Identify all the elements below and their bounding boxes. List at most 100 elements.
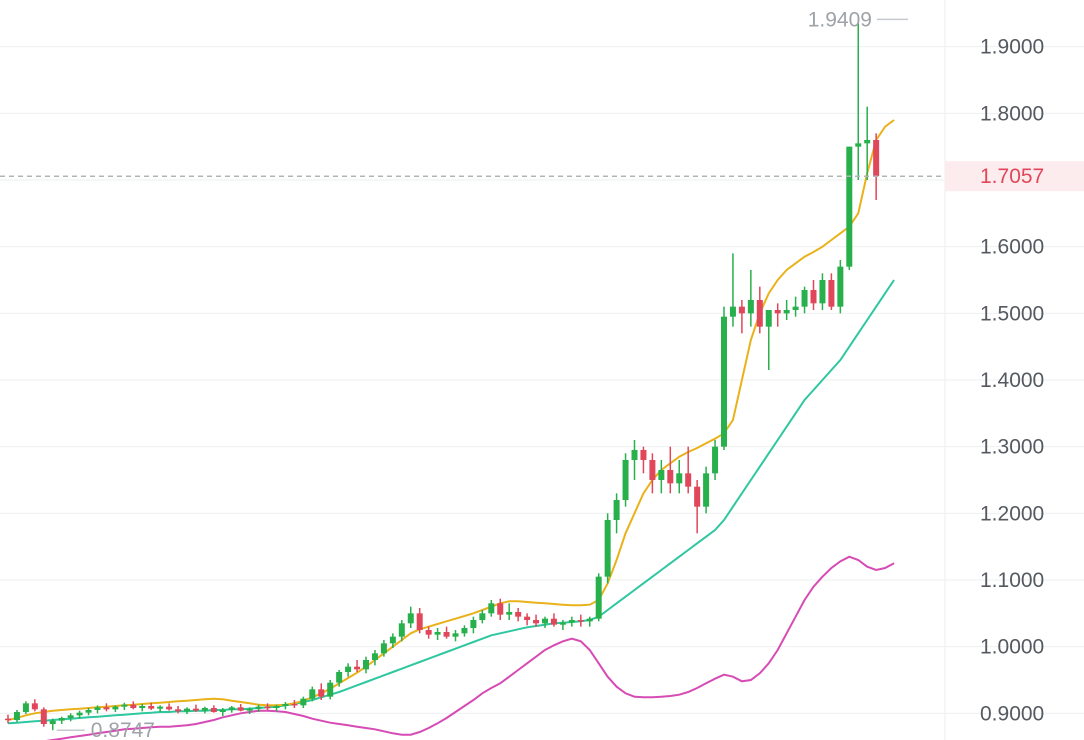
candle-body [282,704,289,706]
candle-down [756,286,763,334]
candle-down [694,480,701,534]
candle-body [443,632,450,637]
candle-body [470,620,477,628]
candle-up [22,701,29,714]
candle-body [828,280,835,307]
candle-down [640,446,647,474]
candle-down [738,300,745,334]
candle-body [765,310,772,327]
candle-body [309,689,316,699]
candle-body [94,707,101,710]
candle-body [192,708,199,711]
candle-up [94,705,101,714]
candle-body [121,704,128,707]
candle-body [738,306,745,314]
candle-body [76,712,83,716]
candle-body [228,707,235,710]
candle-down [148,702,155,710]
candle-down [774,303,781,327]
candle-down [425,626,432,639]
candle-up [228,706,235,713]
candle-up [76,710,83,719]
y-tick-label: 1.0000 [980,636,1044,659]
candle-body [345,666,352,672]
candle-up [801,286,808,314]
candle-body [515,612,522,617]
candle-down [416,608,423,634]
candle-body [577,620,584,622]
candle-body [873,140,880,177]
candle-up [622,453,629,507]
candle-up [336,670,343,687]
candle-up [309,686,316,702]
candle-up [658,460,665,494]
candle-up [380,640,387,657]
candle-body [810,290,817,304]
candle-up [246,707,253,714]
last-price-badge [945,161,1084,192]
last-price-marker: 1.7057 [0,161,1084,192]
candle-up [712,440,719,480]
candle-down [828,273,835,310]
candle-down [667,446,674,494]
candle-down [524,613,531,626]
candle-body [22,703,29,712]
candle-body [300,698,307,706]
candle-up [721,306,727,450]
candle-down [175,706,182,714]
candle-up [121,702,128,710]
candle-up [273,704,280,712]
candle-body [85,710,92,713]
candle-down [166,703,173,711]
candle-body [318,689,325,697]
candle-body [712,446,719,474]
candle-down [810,280,817,310]
y-tick-label: 0.9000 [980,702,1044,725]
candle-body [166,706,173,710]
candles [5,19,880,731]
candle-down [550,613,557,627]
candle-body [219,710,226,712]
candle-down [130,701,137,710]
candle-up [631,440,638,480]
candle-body [792,306,799,310]
candle-body [524,616,531,620]
candle-body [658,470,665,480]
candle-body [837,266,844,307]
candle-body [148,706,155,709]
candle-up [49,718,56,731]
candle-up [13,710,20,722]
y-tick-label: 1.5000 [980,302,1044,325]
candle-body [506,612,513,615]
moving-averages [7,119,895,740]
candle-body [559,622,566,625]
candle-up [586,616,593,627]
candle-up [837,260,844,314]
candle-up [568,616,575,627]
candle-body [371,653,378,660]
candle-body [103,707,110,710]
candle-body [398,623,405,637]
annotations: 1.9409 0.8747 [56,8,908,740]
candle-down [685,446,692,494]
candle-up [855,19,862,180]
grid [0,46,1084,714]
candle-body [210,708,217,712]
candle-down [533,614,540,627]
candle-up [729,253,736,327]
candle-down [40,707,47,727]
candle-down [264,703,271,710]
candle-body [855,143,862,147]
candle-down [443,626,450,639]
candle-body [756,300,763,327]
candle-up [488,600,495,617]
candle-body [488,603,495,614]
candle-up [282,702,289,710]
candle-up [542,616,548,628]
candle-up [201,706,208,714]
y-tick-label: 1.2000 [980,502,1044,525]
candle-body [67,715,74,718]
candle-up [398,620,405,642]
